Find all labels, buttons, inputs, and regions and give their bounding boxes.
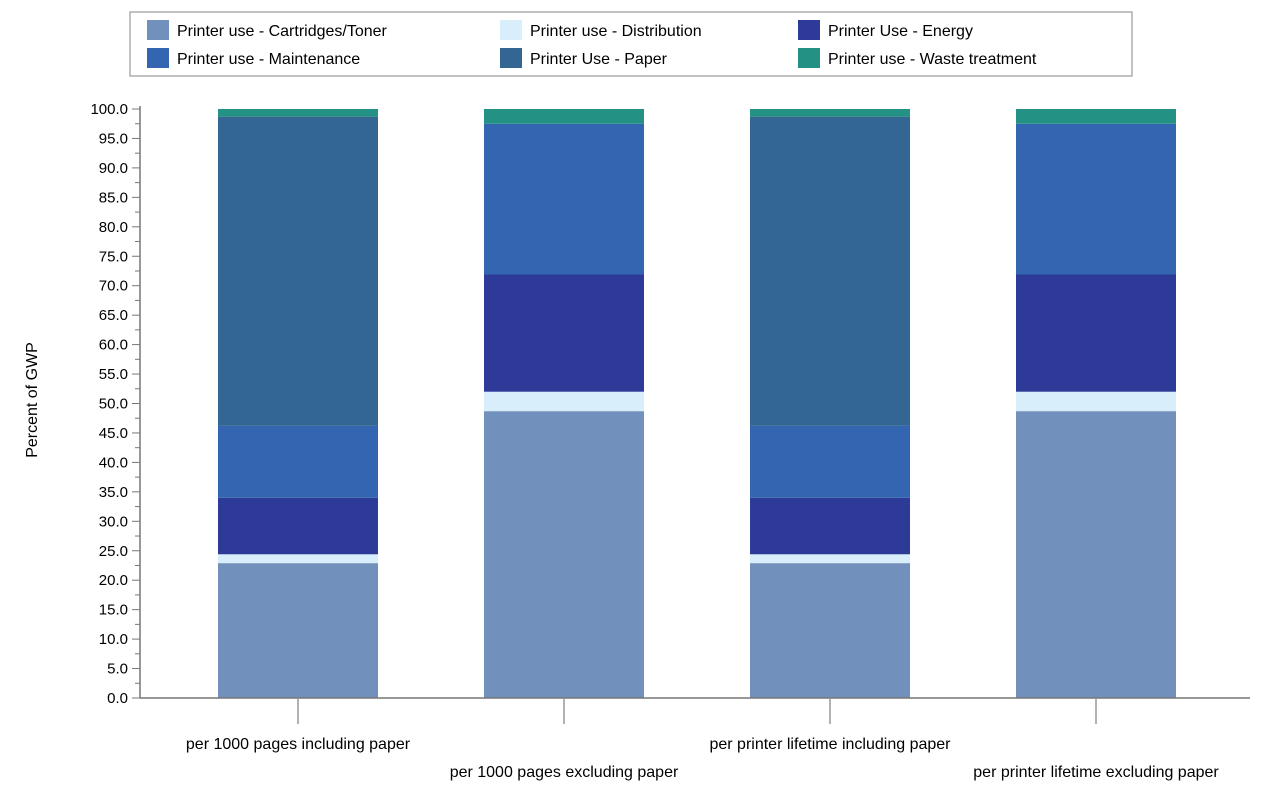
y-tick-label: 30.0 [99,513,128,530]
legend-swatch [500,48,522,68]
bar-segment [484,411,644,698]
bar-segment [1016,411,1176,698]
legend-label: Printer use - Waste treatment [828,51,1037,68]
bar-segment [750,109,910,117]
y-tick-label: 25.0 [99,543,128,560]
x-tick-label: per 1000 pages including paper [186,736,411,753]
legend-swatch [147,20,169,40]
bar-segment [484,123,644,275]
y-tick-label: 100.0 [90,101,128,118]
legend-label: Printer use - Cartridges/Toner [177,23,388,40]
legend-label: Printer use - Distribution [530,23,702,40]
plot-area [218,109,1176,698]
x-tick-label: per printer lifetime including paper [709,736,951,753]
bar-segment [218,425,378,498]
y-tick-label: 70.0 [99,278,128,295]
legend-label: Printer Use - Paper [530,51,668,68]
y-tick-label: 0.0 [107,690,128,707]
y-tick-label: 55.0 [99,366,128,383]
bar-segment [484,109,644,124]
legend-swatch [798,20,820,40]
y-tick-label: 5.0 [107,661,128,678]
y-axis: 0.0 5.0 10.0 15.0 20.0 25.0 30.0 35.0 40.0 45.0 50… [90,101,141,707]
x-tick-label: per 1000 pages excluding paper [450,764,679,781]
bar-segment [218,116,378,426]
legend-swatch [500,20,522,40]
bar-segment [750,554,910,564]
x-tick-label: per printer lifetime excluding paper [973,764,1219,781]
x-axis: per 1000 pages including paper per 1000 p… [140,697,1250,781]
bar-segment [218,563,378,698]
legend: Printer use - Cartridges/Toner Printer us… [129,11,1133,77]
y-tick-label: 50.0 [99,396,128,413]
y-tick-label: 35.0 [99,484,128,501]
y-tick-label: 75.0 [99,248,128,265]
bar-segment [484,274,644,392]
legend-label: Printer use - Maintenance [177,51,360,68]
legend-swatch [147,48,169,68]
legend-box [129,11,1133,77]
bar-segment [1016,123,1176,275]
bar-segment [750,116,910,426]
bar-segment [218,109,378,117]
y-axis-label: Percent of GWP [24,342,41,458]
legend-label: Printer Use - Energy [828,23,973,40]
bar-segment [750,497,910,555]
bar-segment [1016,274,1176,392]
bar-segment [484,391,644,412]
legend-swatch [798,48,820,68]
y-tick-label: 45.0 [99,425,128,442]
y-tick-label: 95.0 [99,130,128,147]
y-tick-label: 85.0 [99,189,128,206]
bar-segment [1016,109,1176,124]
y-tick-label: 65.0 [99,307,128,324]
bar-segment [750,425,910,498]
y-tick-label: 20.0 [99,572,128,589]
y-tick-label: 60.0 [99,337,128,354]
bar-segment [218,554,378,564]
bar-segment [750,563,910,698]
y-tick-label: 40.0 [99,454,128,471]
y-tick-label: 80.0 [99,219,128,236]
bar-segment [218,497,378,555]
bar-segment [1016,391,1176,412]
y-tick-label: 90.0 [99,160,128,177]
y-tick-label: 15.0 [99,602,128,619]
y-tick-label: 10.0 [99,631,128,648]
